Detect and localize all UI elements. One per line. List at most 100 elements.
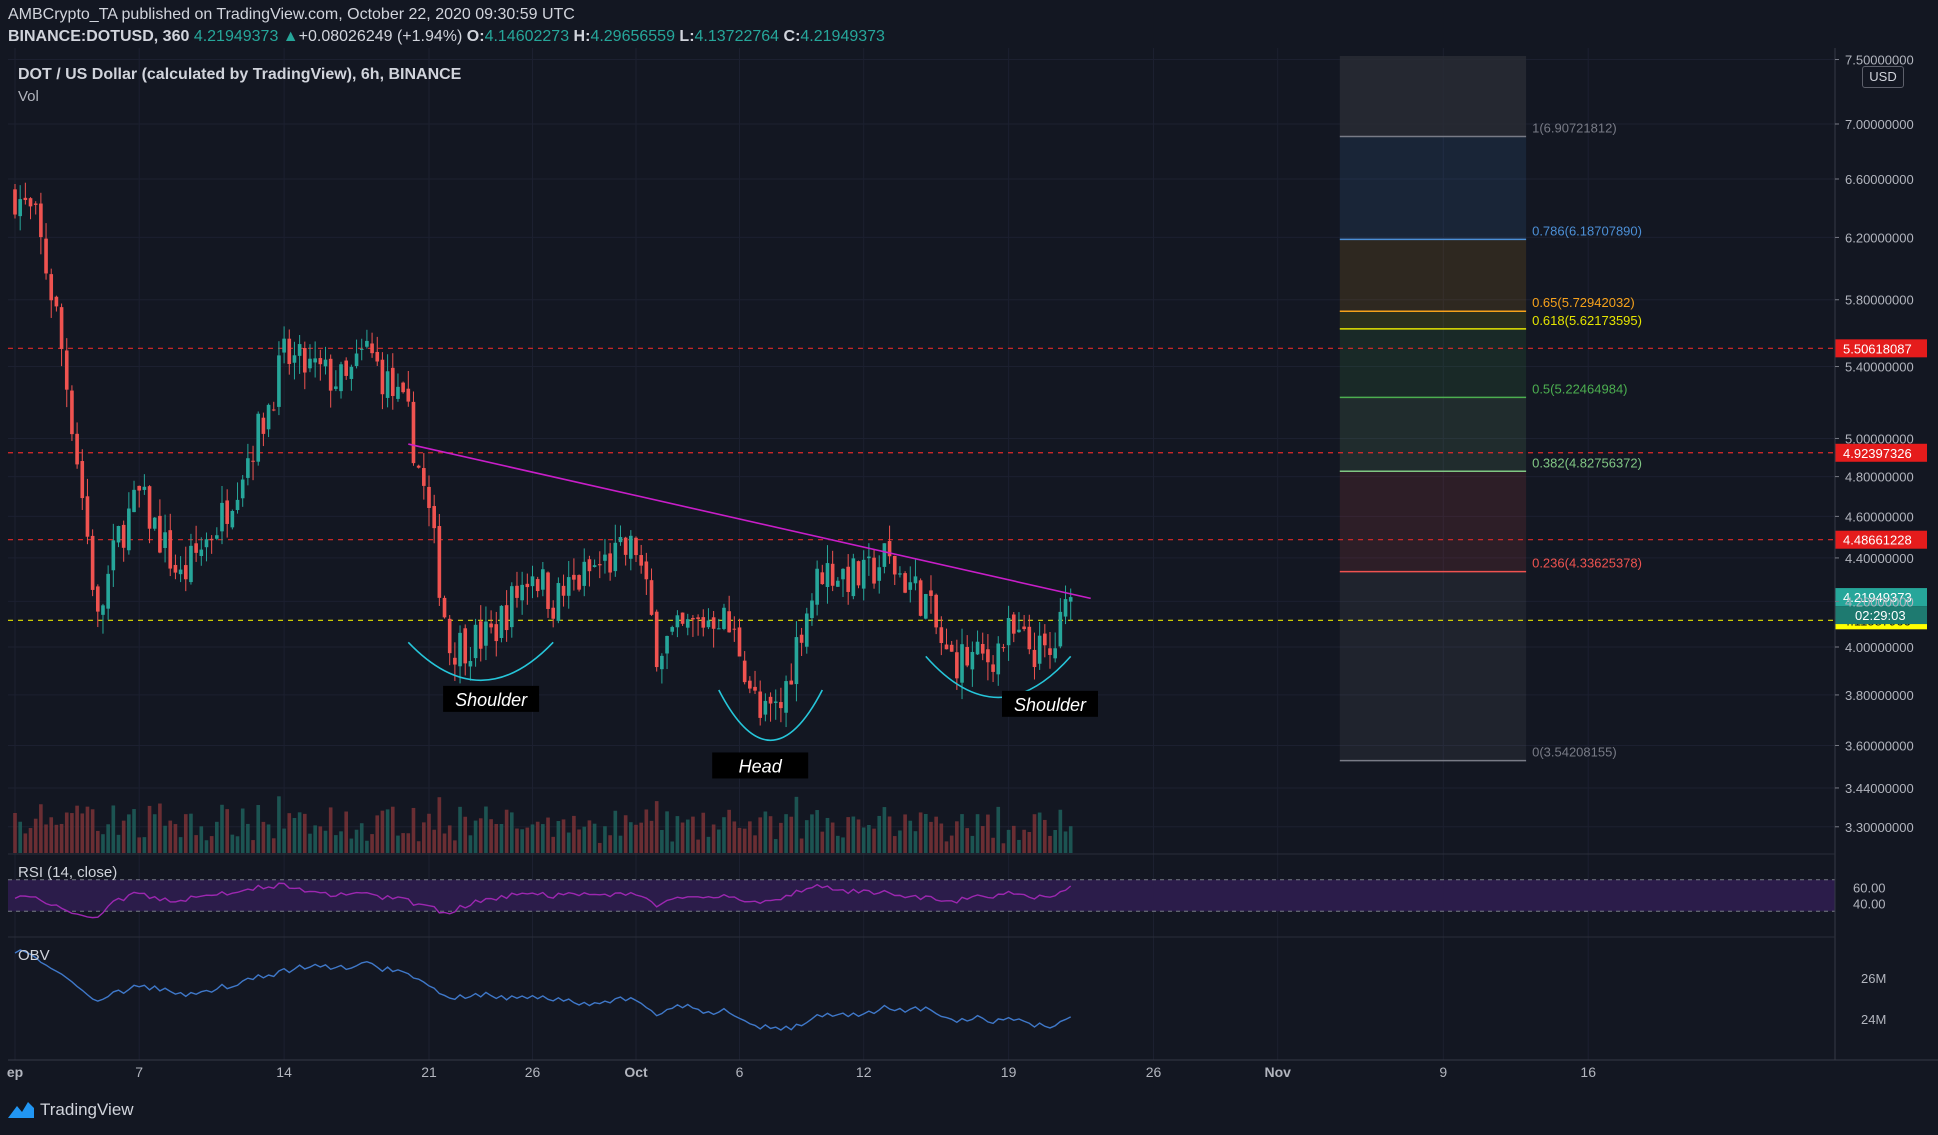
candle	[49, 268, 54, 318]
pattern-annotations: Shoulder Head Shoulder	[407, 443, 1098, 779]
candle	[178, 556, 183, 583]
candle-body	[742, 660, 747, 683]
volume-bar	[556, 820, 561, 853]
candle	[246, 443, 250, 486]
volume-bar	[784, 814, 788, 853]
currency-button[interactable]: USD	[1862, 66, 1904, 88]
candle-body	[572, 574, 576, 580]
volume-bar	[727, 809, 731, 853]
up-arrow-icon: ▲	[282, 28, 299, 45]
candle	[980, 632, 985, 661]
candle	[877, 555, 882, 594]
symbol-name[interactable]: BINANCE:DOTUSD, 360	[8, 28, 190, 45]
volume-bar	[965, 828, 970, 853]
price-tick-label: 6.20000000	[1845, 230, 1914, 245]
volume-bar	[297, 812, 302, 853]
candle	[297, 334, 302, 374]
candle-body	[577, 575, 581, 590]
symbol-ohlc-line: BINANCE:DOTUSD, 360 4.21949373 ▲+0.08026…	[8, 28, 885, 46]
candle-body	[856, 561, 861, 586]
candle-body	[1011, 614, 1016, 634]
candle-body	[520, 584, 524, 601]
candle-body	[882, 543, 887, 567]
candle	[691, 615, 695, 637]
candle	[525, 573, 530, 605]
candle-body	[266, 404, 271, 430]
candle-body	[918, 580, 923, 616]
candle	[794, 621, 799, 702]
open-key: O:	[466, 28, 485, 45]
tradingview-logo[interactable]: TradingView	[8, 1100, 134, 1120]
time-tick-label: 21	[421, 1064, 437, 1080]
price-change: +0.08026249 (+1.94%)	[298, 28, 463, 45]
candle-body	[509, 586, 514, 628]
candle	[773, 689, 778, 720]
candle	[396, 373, 400, 402]
volume-bar	[261, 821, 266, 853]
candle-body	[810, 600, 814, 619]
candle-body	[422, 468, 426, 486]
candle	[535, 576, 540, 598]
time-tick-label: Nov	[1264, 1064, 1291, 1080]
candle	[520, 571, 524, 615]
volume-bar	[1048, 835, 1052, 853]
candle-body	[95, 586, 100, 612]
obv-tick-label: 26M	[1861, 971, 1886, 986]
candle-body	[779, 702, 783, 709]
volume-bar	[670, 841, 675, 853]
pattern-label: Shoulder	[455, 690, 528, 710]
candle-body	[665, 635, 669, 654]
volume-bar	[530, 824, 535, 853]
volume-bar	[577, 829, 581, 853]
candle	[183, 546, 188, 592]
pattern-label: Head	[739, 756, 783, 776]
candle	[546, 571, 550, 618]
candle-body	[127, 508, 131, 551]
countdown-tag	[1835, 606, 1927, 625]
candle	[375, 336, 380, 366]
horizontal-levels: 5.506180874.923973264.486612284.11587966…	[8, 339, 1927, 630]
level-price-tag	[1835, 443, 1927, 462]
candle-body	[1048, 648, 1052, 655]
candle-body	[416, 465, 421, 468]
candle	[753, 670, 757, 695]
candle-body	[33, 203, 38, 205]
candle	[256, 411, 261, 466]
candle	[815, 560, 819, 616]
candle	[1001, 643, 1006, 652]
candle-body	[70, 390, 74, 435]
volume-bar	[706, 836, 711, 853]
time-tick-label: 14	[276, 1064, 292, 1080]
volume-bar	[722, 817, 726, 853]
candle-body	[561, 585, 566, 596]
candle	[597, 551, 602, 579]
candle	[784, 675, 788, 728]
candle-body	[437, 526, 442, 598]
candle-body	[680, 612, 685, 624]
volume-bar	[830, 822, 835, 853]
rsi-pane	[8, 879, 1835, 919]
volume-bar	[199, 826, 204, 853]
candle	[80, 449, 85, 510]
price-tick-label: 4.80000000	[1845, 470, 1914, 485]
candle-body	[737, 627, 742, 657]
candle	[220, 486, 224, 545]
candle-body	[794, 637, 799, 685]
price-tick-label: 6.60000000	[1845, 172, 1914, 187]
candle	[836, 577, 840, 587]
volume-bar	[856, 819, 861, 853]
candle-body	[287, 338, 292, 364]
candle	[251, 445, 255, 481]
volume-bar	[525, 827, 530, 853]
candle-body	[178, 569, 183, 575]
candle-body	[308, 358, 312, 369]
candle	[991, 655, 995, 683]
volume-bar	[923, 813, 928, 853]
candle	[339, 361, 343, 399]
candle	[380, 352, 385, 410]
candle	[142, 474, 147, 495]
brand-label: TradingView	[40, 1100, 134, 1119]
candle	[411, 391, 416, 466]
price-tick-label: 3.80000000	[1845, 688, 1914, 703]
